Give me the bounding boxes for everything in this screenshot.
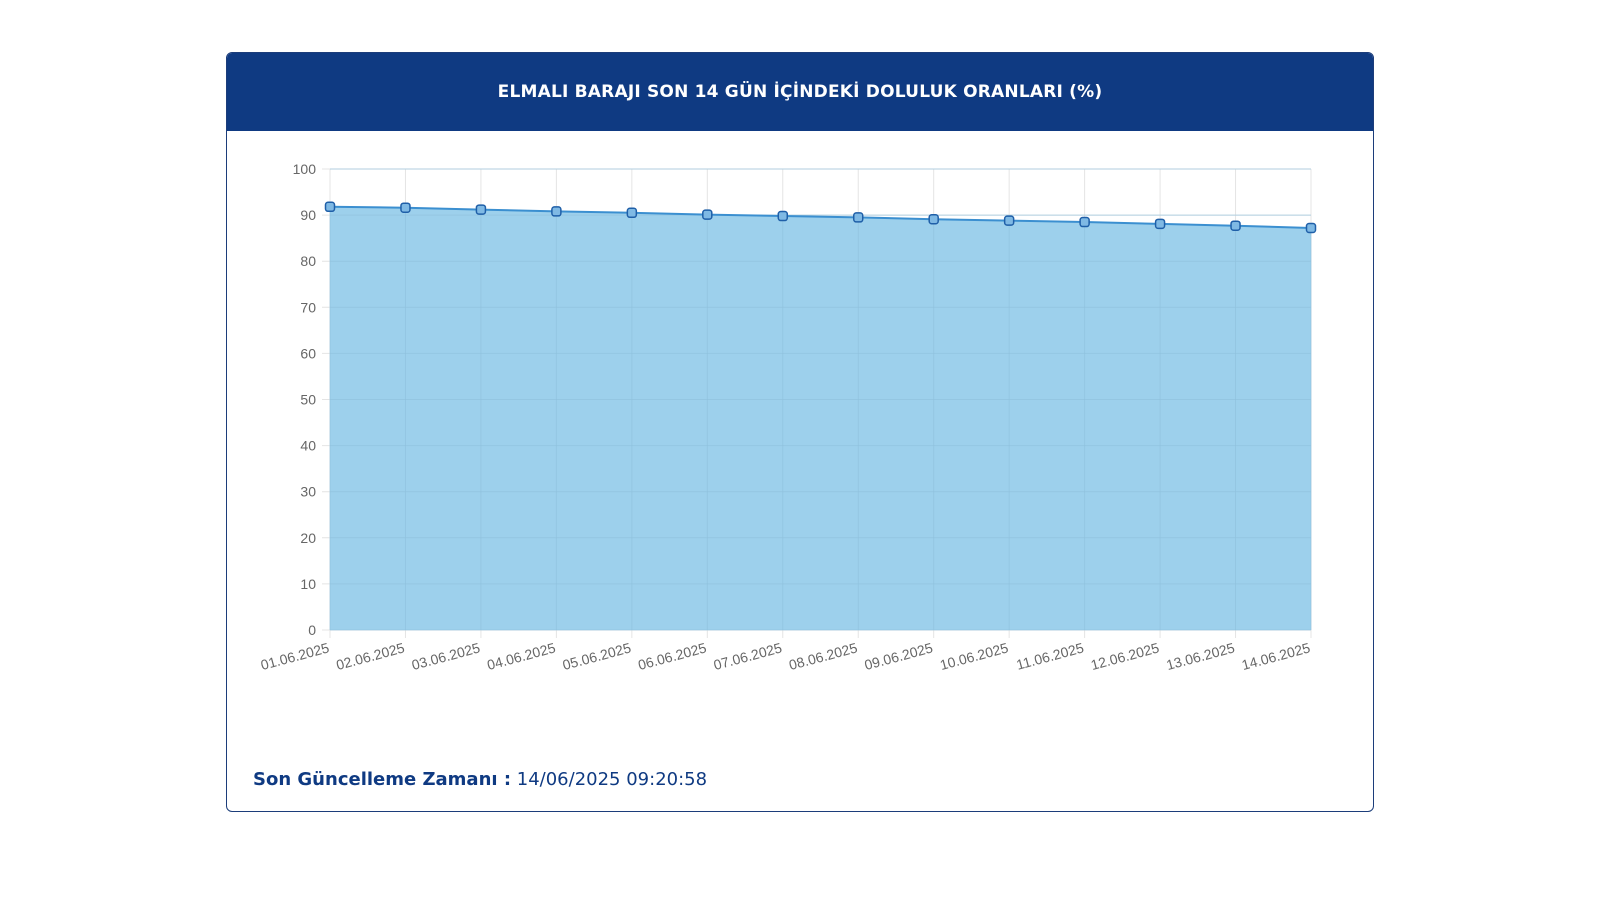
data-point	[928, 213, 939, 225]
dam-occupancy-chart: 0 10 20 30 40 50 60 70 80 90 100 01.06.2025 02.06.20…	[259, 161, 1317, 673]
data-point	[626, 207, 638, 219]
x-tick-label: 12.06.2025	[1089, 639, 1161, 673]
y-tick-label: 30	[300, 484, 316, 500]
y-tick-label: 50	[300, 392, 316, 408]
x-tick-label: 11.06.2025	[1015, 639, 1086, 672]
x-tick-label: 14.06.2025	[1240, 639, 1312, 673]
chart-card: ELMALI BARAJI SON 14 GÜN İÇİNDEKİ DOLULU…	[226, 52, 1374, 812]
y-tick-label: 10	[300, 576, 316, 592]
data-point	[400, 202, 411, 213]
data-point	[551, 206, 562, 217]
data-point	[324, 201, 336, 213]
last-update: Son Güncelleme Zamanı : 14/06/2025 09:20…	[253, 769, 707, 790]
series-line	[329, 205, 1312, 230]
last-update-value: 14/06/2025 09:20:58	[516, 769, 708, 790]
data-point	[1154, 218, 1166, 230]
last-update-label: Son Güncelleme Zamanı :	[253, 769, 512, 790]
y-tick-label: 100	[293, 161, 317, 177]
data-point	[1003, 215, 1015, 226]
x-tick-label: 04.06.2025	[485, 639, 557, 673]
y-tick-label: 60	[300, 345, 316, 361]
chart-title: ELMALI BARAJI SON 14 GÜN İÇİNDEKİ DOLULU…	[497, 82, 1103, 102]
y-tick-label: 90	[300, 207, 316, 223]
x-tick-label: 13.06.2025	[1164, 639, 1236, 673]
y-tick-label: 20	[300, 530, 316, 546]
chart-area-series	[329, 168, 1312, 631]
data-point	[1230, 220, 1241, 231]
data-point	[1305, 222, 1317, 234]
y-tick-label: 70	[300, 299, 316, 315]
data-point	[702, 209, 713, 220]
data-point	[852, 212, 864, 223]
x-tick-label: 03.06.2025	[410, 639, 482, 673]
chart-points	[324, 201, 1317, 234]
y-tick-label: 40	[300, 438, 316, 454]
x-tick-label: 10.06.2025	[938, 639, 1010, 673]
data-point	[1079, 216, 1090, 228]
x-tick-label: 01.06.2025	[259, 639, 331, 673]
area-fill	[330, 206, 1311, 630]
x-tick-label: 05.06.2025	[561, 639, 633, 673]
x-tick-label: 08.06.2025	[787, 639, 859, 673]
card-header: ELMALI BARAJI SON 14 GÜN İÇİNDEKİ DOLULU…	[227, 53, 1373, 131]
y-tick-label: 0	[308, 622, 316, 638]
data-point	[475, 204, 487, 215]
x-tick-label: 07.06.2025	[712, 639, 784, 673]
data-point	[777, 210, 789, 222]
x-tick-label: 06.06.2025	[636, 639, 708, 673]
x-tick-label: 02.06.2025	[334, 639, 406, 673]
y-tick-label: 80	[300, 253, 316, 269]
x-tick-label: 09.06.2025	[863, 639, 935, 673]
